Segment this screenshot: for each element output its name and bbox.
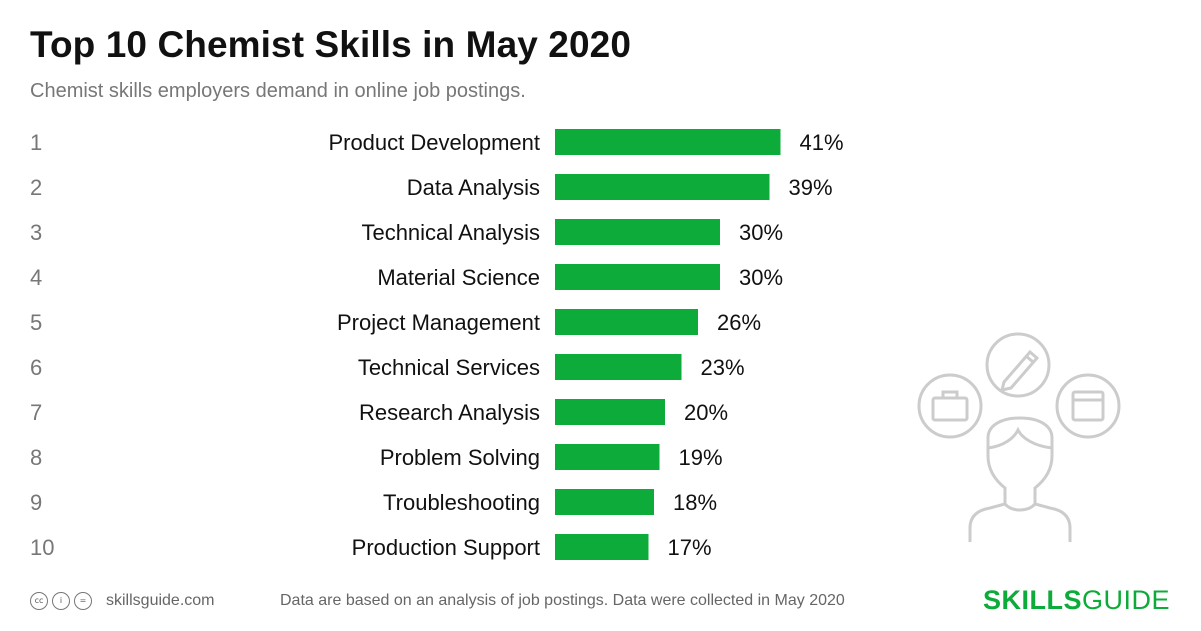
value-label: 20% — [684, 400, 728, 425]
data-note: Data are based on an analysis of job pos… — [280, 592, 845, 609]
rank-label: 6 — [30, 355, 42, 380]
bar — [555, 444, 660, 470]
category-label: Project Management — [337, 310, 540, 335]
value-label: 30% — [739, 220, 783, 245]
rank-label: 1 — [30, 130, 42, 155]
bar — [555, 354, 682, 380]
rank-label: 10 — [30, 535, 54, 560]
pencil-icon — [985, 332, 1051, 398]
person-skills-icon — [917, 332, 1121, 542]
briefcase-icon — [917, 373, 983, 439]
category-label: Technical Services — [358, 355, 540, 380]
nd-icon: = — [74, 592, 92, 610]
bar — [555, 129, 781, 155]
value-label: 18% — [673, 490, 717, 515]
rank-label: 8 — [30, 445, 42, 470]
bar — [555, 264, 720, 290]
category-label: Technical Analysis — [361, 220, 540, 245]
rank-label: 7 — [30, 400, 42, 425]
rank-label: 3 — [30, 220, 42, 245]
rank-label: 5 — [30, 310, 42, 335]
footer-source: cc i = skillsguide.com — [30, 592, 214, 610]
bar — [555, 534, 649, 560]
value-label: 41% — [800, 130, 844, 155]
category-label: Production Support — [352, 535, 540, 560]
site-link[interactable]: skillsguide.com — [106, 592, 215, 609]
bar — [555, 399, 665, 425]
bar — [555, 309, 698, 335]
by-icon: i — [52, 592, 70, 610]
value-label: 30% — [739, 265, 783, 290]
chart-title: Top 10 Chemist Skills in May 2020 — [30, 24, 632, 65]
bar — [555, 489, 654, 515]
category-label: Problem Solving — [380, 445, 540, 470]
value-label: 23% — [701, 355, 745, 380]
value-label: 26% — [717, 310, 761, 335]
person-icon — [968, 416, 1072, 542]
value-label: 19% — [679, 445, 723, 470]
bar-chart: 1 Product Development 41% 2 Data Analysis 39%… — [30, 129, 844, 560]
category-label: Material Science — [377, 265, 540, 290]
window-icon — [1055, 373, 1121, 439]
rank-label: 4 — [30, 265, 42, 290]
rank-label: 9 — [30, 490, 42, 515]
value-label: 17% — [668, 535, 712, 560]
cc-icon: cc — [30, 592, 48, 610]
skillsguide-logo: SKILLSGUIDE — [982, 585, 1170, 615]
category-label: Product Development — [328, 130, 540, 155]
chart-subtitle: Chemist skills employers demand in onlin… — [30, 80, 526, 102]
bar — [555, 219, 720, 245]
bar — [555, 174, 770, 200]
rank-label: 2 — [30, 175, 42, 200]
category-label: Data Analysis — [407, 175, 540, 200]
value-label: 39% — [789, 175, 833, 200]
category-label: Research Analysis — [359, 400, 540, 425]
category-label: Troubleshooting — [383, 490, 540, 515]
